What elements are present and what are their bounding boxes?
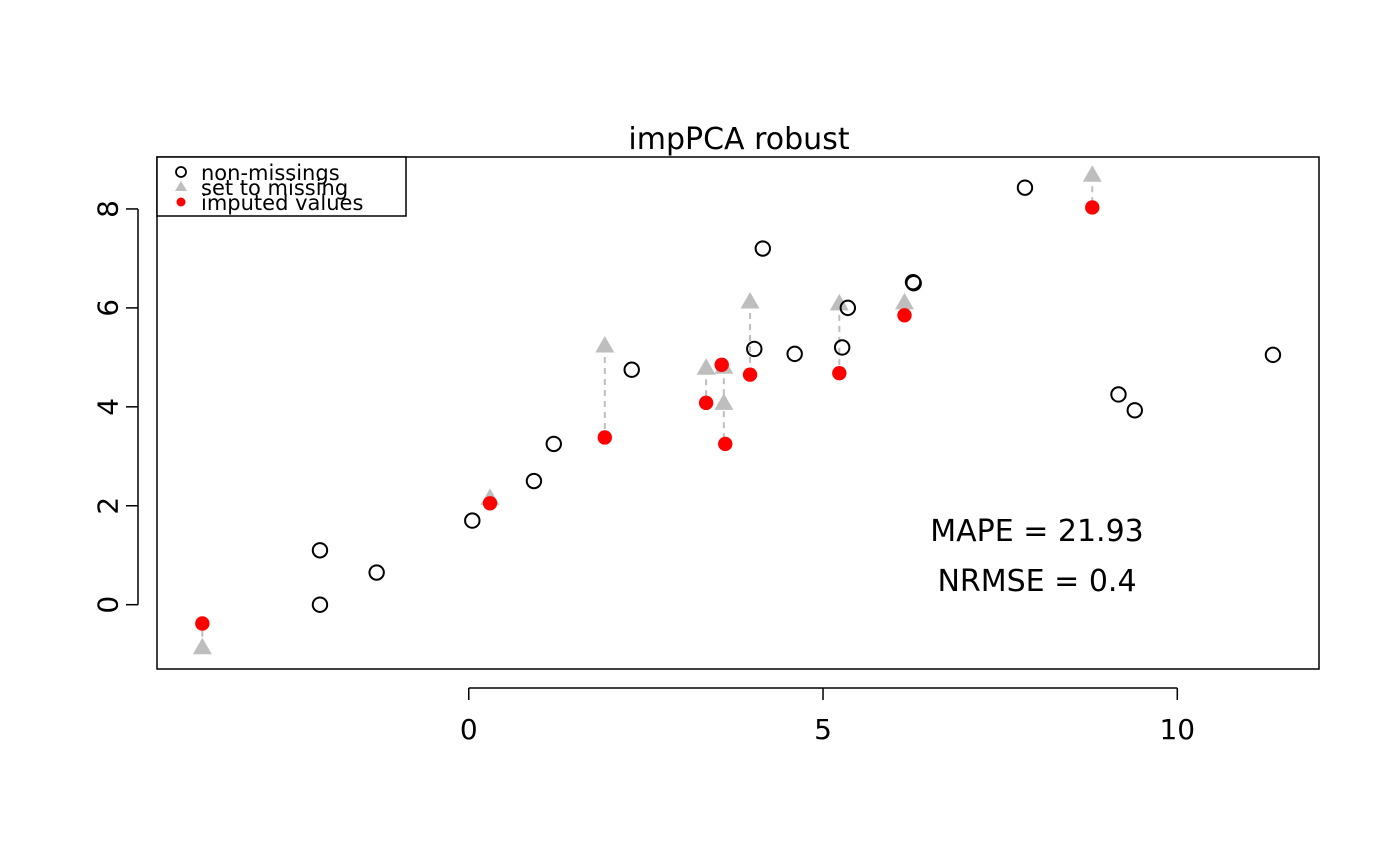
missing-point	[829, 293, 849, 311]
observed-point	[905, 274, 922, 292]
missing-point	[740, 291, 760, 309]
y-tick-label: 4	[92, 398, 125, 416]
missing-point	[192, 637, 212, 655]
missing-point	[714, 393, 734, 410]
x-tick-label: 10	[1159, 713, 1195, 746]
observed-point	[746, 340, 763, 358]
imputed-point	[897, 308, 912, 323]
legend-label-non-missings: non-missings	[201, 161, 340, 185]
imputed-point	[718, 436, 733, 452]
observed-point	[525, 472, 543, 490]
observed-point	[786, 345, 803, 363]
data-points	[192, 165, 1282, 655]
observed-point	[311, 596, 329, 613]
observed-point	[1126, 402, 1143, 419]
y-tick-label: 0	[92, 596, 125, 614]
imputed-point	[698, 395, 714, 411]
missing-point	[1082, 165, 1102, 182]
nrmse-annotation: NRMSE = 0.4	[937, 564, 1136, 599]
observed-point	[311, 542, 329, 559]
observed-point	[623, 361, 640, 378]
imputed-point	[195, 616, 210, 631]
x-tick-label: 0	[460, 713, 478, 746]
observed-point	[1016, 179, 1034, 196]
mape-annotation: MAPE = 21.93	[930, 514, 1144, 549]
missing-point	[895, 292, 915, 310]
imputed-point	[714, 357, 729, 372]
y-axis: 0 2 4 6 8	[92, 200, 139, 614]
observed-point	[545, 435, 562, 453]
y-tick-label: 8	[92, 200, 125, 218]
legend-box	[156, 156, 407, 217]
plot-frame	[156, 156, 1320, 670]
legend: non-missings set to missing imputed valu…	[156, 156, 407, 217]
legend-symbol-non-missings	[175, 166, 187, 178]
imputed-point	[832, 365, 847, 381]
y-tick-label: 6	[92, 299, 125, 317]
observed-point	[754, 240, 771, 257]
observed-point	[1110, 386, 1127, 403]
chart-title: impPCA robust	[628, 122, 849, 157]
imputed-point	[1085, 200, 1100, 215]
observed-point	[839, 299, 857, 317]
observed-point	[368, 564, 385, 581]
missing-point	[696, 358, 716, 375]
x-axis: 0 5 10	[460, 687, 1195, 746]
legend-symbol-imputed-values	[176, 197, 186, 207]
legend-label-imputed-values: imputed values	[201, 191, 363, 215]
missing-point	[595, 335, 615, 353]
observed-point	[464, 512, 481, 529]
x-tick-label: 5	[814, 713, 832, 746]
imputed-point	[597, 430, 612, 445]
imputed-point	[742, 367, 758, 382]
observed-point	[833, 339, 851, 356]
legend-label-set-to-missing: set to missing	[201, 176, 348, 200]
observed-point	[1264, 346, 1282, 364]
y-tick-label: 2	[92, 497, 125, 515]
imputed-point	[482, 496, 498, 511]
legend-symbol-set-to-missing	[175, 181, 187, 191]
